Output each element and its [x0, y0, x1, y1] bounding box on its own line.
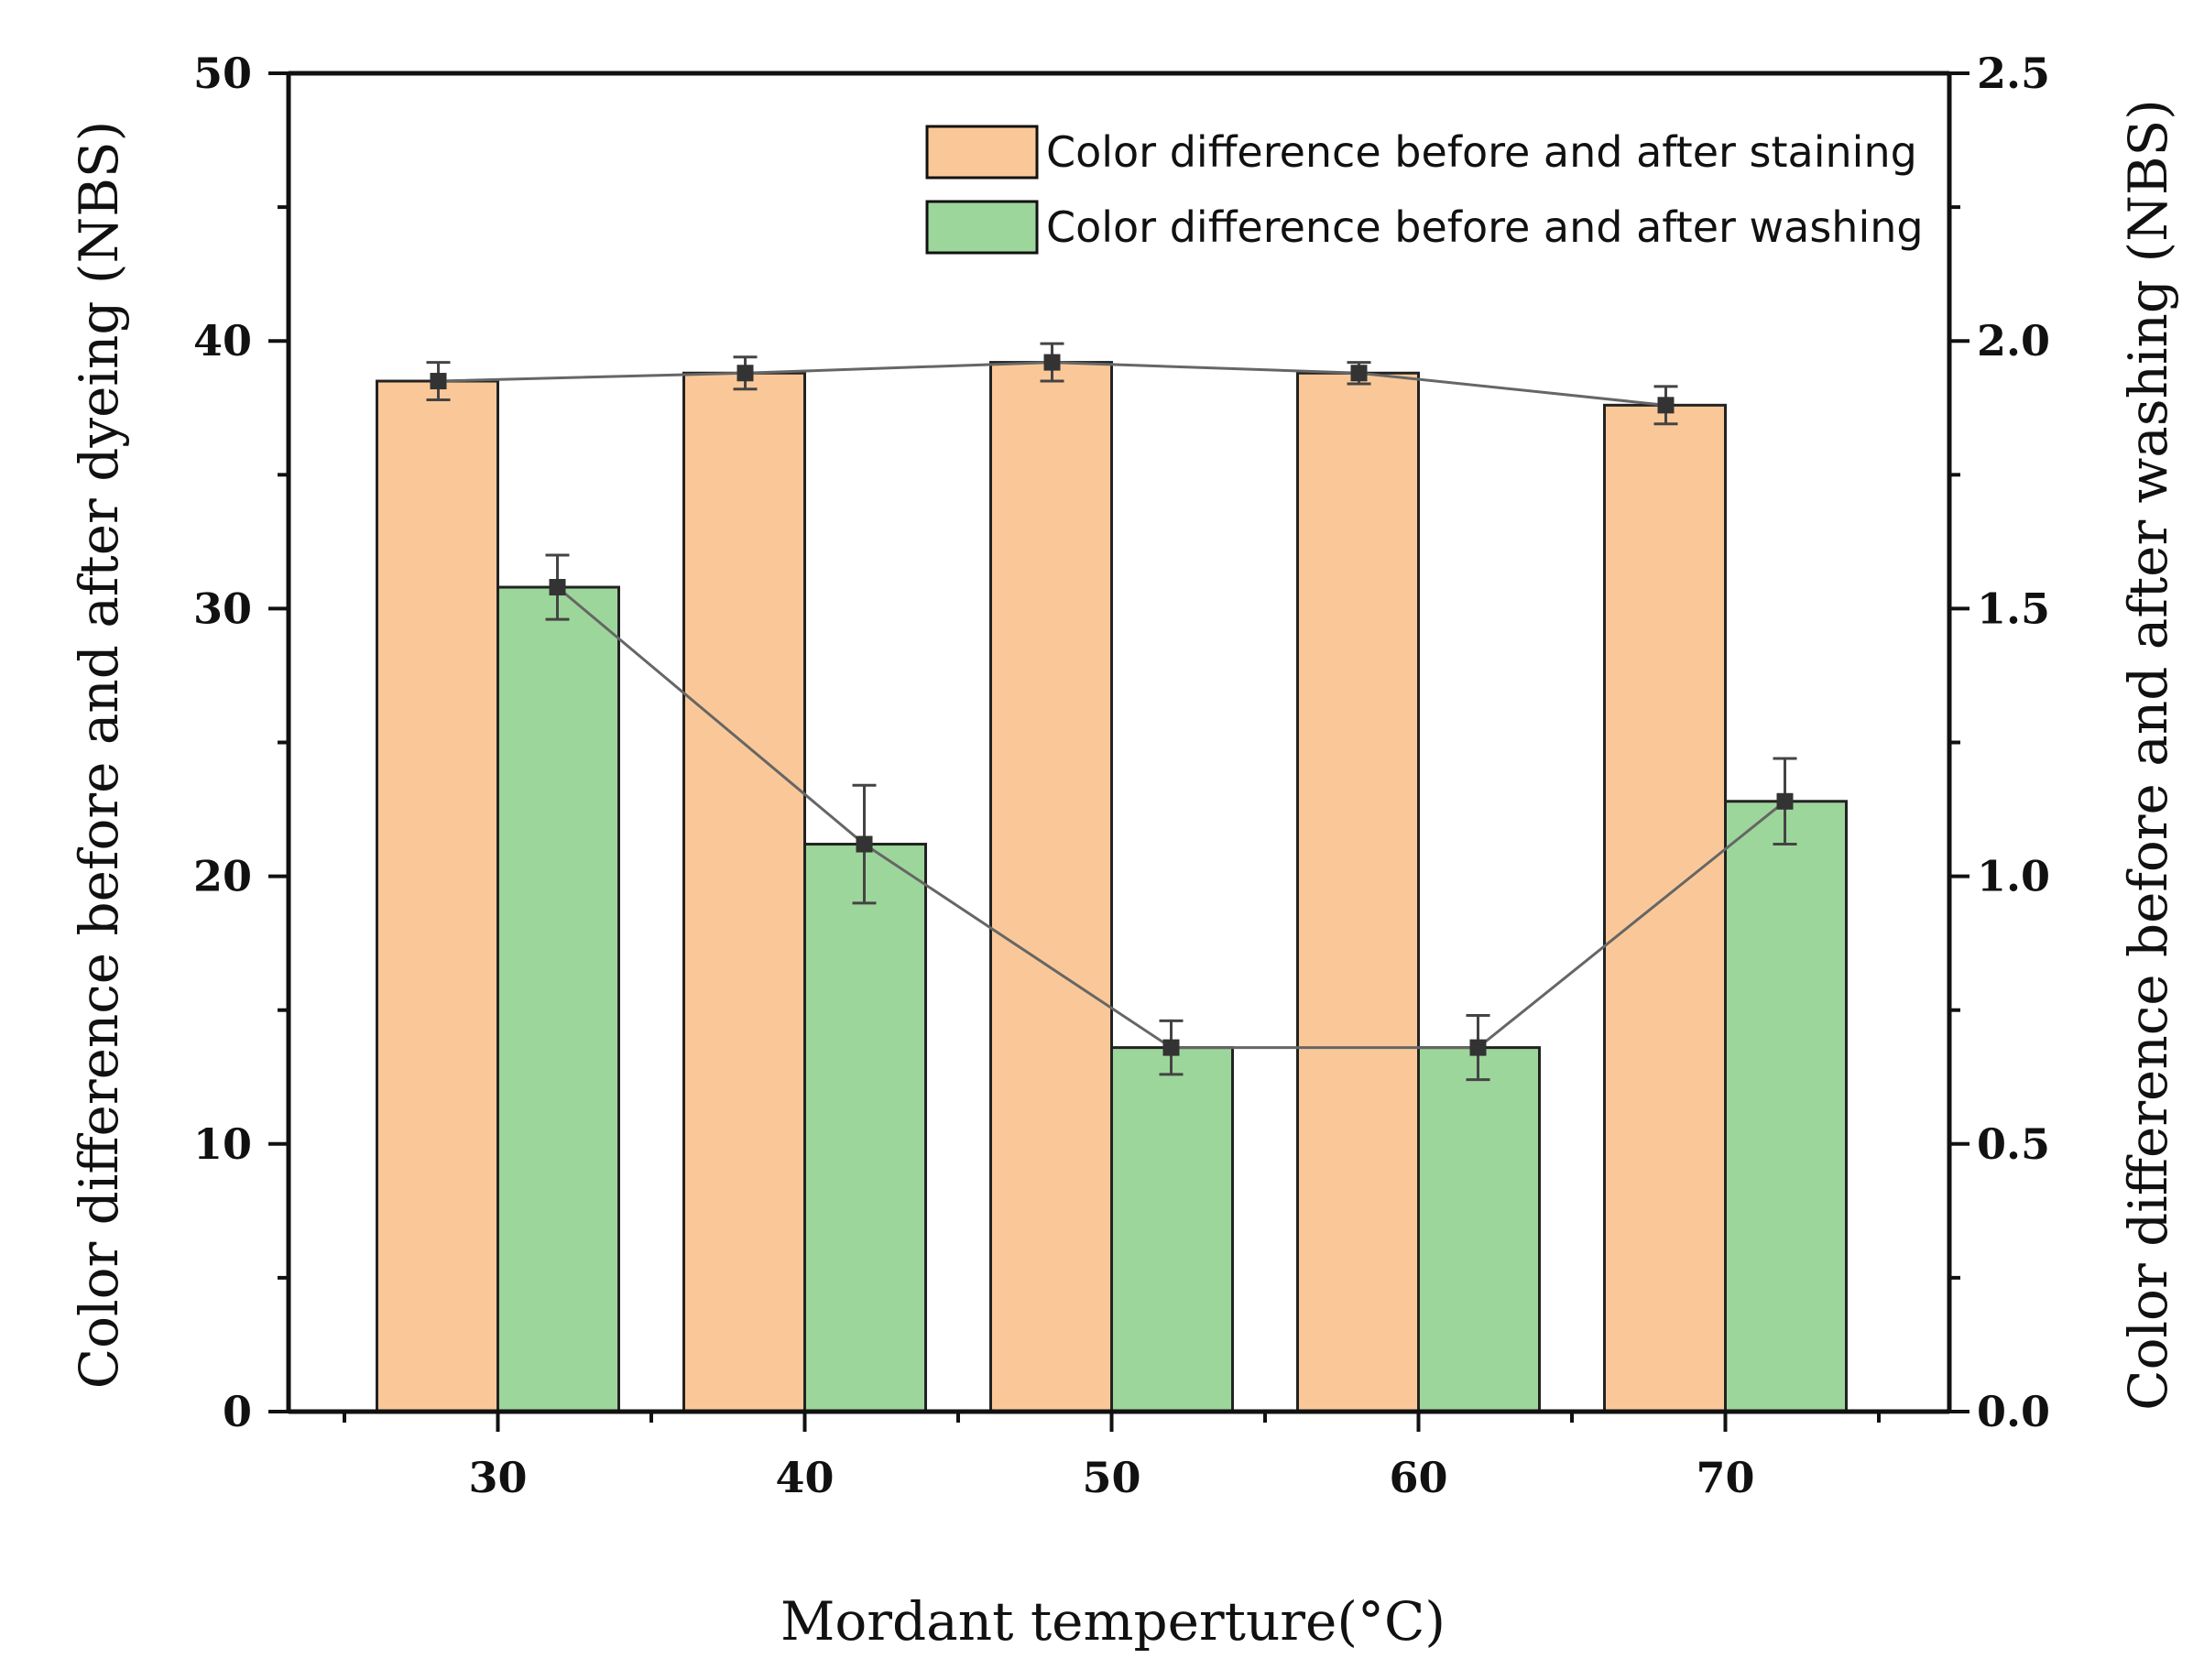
y-right-tick-label: 0.0 [1977, 1387, 2050, 1436]
marker-staining-60 [1350, 365, 1368, 382]
bar-staining-60 [1296, 371, 1420, 1413]
marker-washing-40 [856, 835, 873, 853]
marker-staining-70 [1657, 397, 1675, 414]
x-tick-label: 70 [1696, 1453, 1754, 1502]
y-right-tick-label: 1.0 [1977, 852, 2050, 901]
bar-washing-60 [1417, 1046, 1541, 1413]
marker-staining-40 [736, 365, 754, 382]
y-left-tick-label: 50 [193, 49, 252, 98]
legend-label-staining: Color difference before and after staini… [1046, 127, 1917, 177]
legend-swatch-staining [925, 125, 1039, 180]
bar-staining-40 [682, 371, 806, 1413]
x-axis-title: Mordant temperture(°C) [780, 1590, 1446, 1653]
y-right-tick-label: 0.5 [1977, 1119, 2050, 1169]
y-left-tick-label: 0 [223, 1387, 252, 1436]
y-left-tick-label: 40 [193, 316, 252, 365]
legend: Color difference before and after staini… [925, 125, 1924, 255]
y-left-tick-label: 30 [193, 584, 252, 633]
y-axis-right-title: Color difference before and after washin… [2117, 99, 2179, 1411]
marker-staining-30 [430, 373, 447, 390]
y-right-tick-label: 1.5 [1977, 584, 2050, 633]
marker-washing-50 [1162, 1039, 1180, 1056]
y-right-tick-label: 2.5 [1977, 49, 2050, 98]
bar-washing-30 [496, 585, 620, 1413]
bar-washing-40 [803, 843, 927, 1413]
lines-layer [426, 342, 1797, 1082]
y-right-tick-label: 2.0 [1977, 316, 2050, 365]
x-tick-label: 30 [468, 1453, 527, 1502]
bars-layer [376, 361, 1848, 1413]
marker-staining-50 [1043, 354, 1061, 371]
y-left-tick-label: 10 [193, 1119, 252, 1169]
x-tick-label: 50 [1082, 1453, 1140, 1502]
ticks-layer: 0 10 20 30 40 50 0.0 0.5 1.0 1.5 2.0 2.5 30 40 50 60 70 [193, 49, 2050, 1502]
bar-staining-70 [1603, 403, 1727, 1413]
marker-washing-70 [1776, 792, 1794, 810]
bar-staining-50 [989, 361, 1113, 1413]
legend-swatch-washing [925, 200, 1039, 255]
bar-staining-30 [376, 379, 499, 1413]
y-left-tick-label: 20 [193, 852, 252, 901]
bar-washing-50 [1110, 1046, 1234, 1413]
x-tick-label: 60 [1389, 1453, 1447, 1502]
marker-washing-60 [1469, 1039, 1487, 1056]
bar-washing-70 [1724, 800, 1848, 1413]
marker-washing-30 [549, 579, 566, 596]
legend-label-washing: Color difference before and after washin… [1046, 202, 1924, 252]
x-tick-label: 40 [775, 1453, 834, 1502]
y-axis-left-title: Color difference before and after dyeing… [68, 121, 130, 1390]
